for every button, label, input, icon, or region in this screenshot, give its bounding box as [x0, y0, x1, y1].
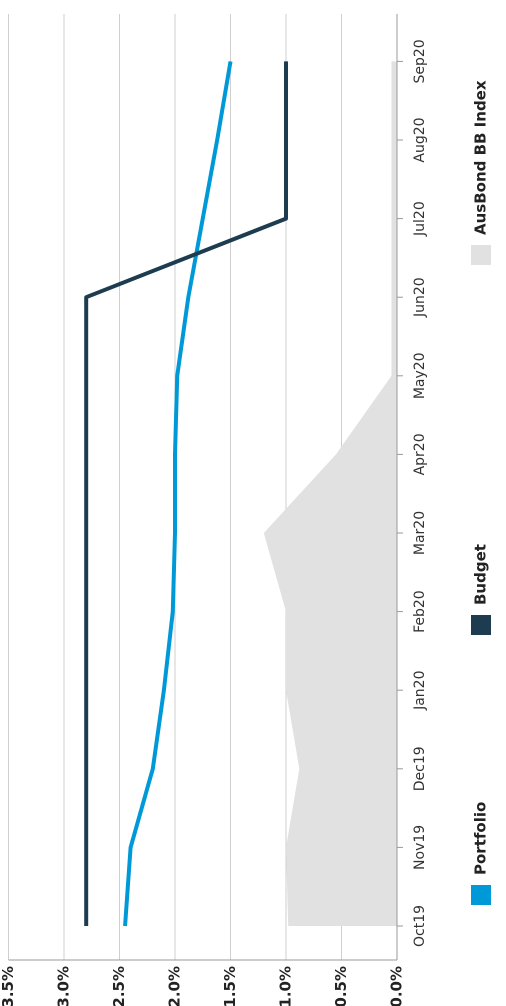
- x-tick-label: Jul20: [412, 201, 428, 237]
- x-tick-label: Dec19: [412, 746, 428, 791]
- x-tick-label: Feb20: [412, 590, 428, 633]
- y-tick-label: 1.0%: [277, 966, 295, 1006]
- y-tick-label: 2.5%: [110, 966, 128, 1006]
- area-layer: [263, 61, 397, 926]
- x-tick-label: Jan20: [412, 670, 428, 710]
- x-tick-label: Nov19: [412, 825, 428, 870]
- line-layer: [84, 61, 288, 927]
- plot-frame: [8, 14, 403, 961]
- y-tick-label: 2.0%: [166, 966, 184, 1006]
- x-tick-label: May20: [412, 352, 428, 399]
- x-tick-label: Apr20: [412, 433, 428, 475]
- y-tick-label: 1.5%: [221, 966, 239, 1006]
- y-tick-labels: 0.0% 0.5% 1.0% 1.5% 2.0% 2.5% 3.0% 3.5%: [0, 966, 406, 1006]
- x-tick-label: Aug20: [412, 117, 428, 162]
- legend-swatch: [471, 615, 491, 635]
- x-tick-label: Sep20: [412, 39, 428, 83]
- legend-label: AusBond BB Index: [472, 80, 490, 235]
- y-tick-label: 3.5%: [0, 966, 17, 1006]
- x-tick-label: Mar20: [412, 511, 428, 555]
- y-tick-label: 0.0%: [388, 966, 406, 1006]
- legend-swatch: [471, 245, 491, 265]
- x-tick-label: Jun20: [412, 277, 428, 318]
- legend-swatch: [471, 885, 491, 905]
- line-series-portfolio: [123, 61, 233, 927]
- x-tick-label: Oct19: [412, 905, 428, 947]
- line-series-budget: [84, 61, 288, 926]
- x-tick-labels: Oct19 Nov19 Dec19 Jan20 Feb20 Mar20 Apr20 May20…: [412, 39, 428, 947]
- legend: Portfolio Budget AusBond BB Index: [471, 80, 491, 905]
- legend-label: Budget: [472, 544, 490, 605]
- area-series-ausbond: [263, 61, 397, 926]
- legend-label: Portfolio: [472, 802, 490, 875]
- y-tick-label: 0.5%: [332, 966, 350, 1006]
- y-tick-label: 3.0%: [55, 966, 73, 1006]
